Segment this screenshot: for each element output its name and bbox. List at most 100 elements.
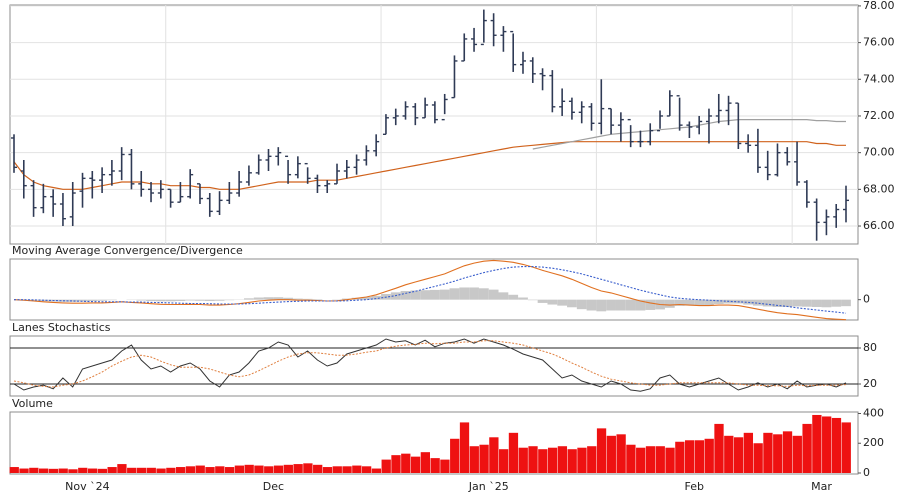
volume-bar — [254, 466, 263, 473]
volume-bar — [391, 455, 400, 473]
stochastic-panel — [10, 336, 858, 396]
histogram-bar — [694, 300, 704, 306]
histogram-bar — [430, 290, 440, 300]
volume-bar — [88, 469, 97, 473]
y-tick-label: 74.00 — [863, 72, 895, 85]
volume-bar — [724, 436, 733, 473]
histogram-bar — [763, 300, 773, 307]
histogram-bar — [665, 300, 675, 308]
histogram-bar — [420, 290, 430, 299]
x-tick-label: Nov `24 — [65, 480, 109, 493]
volume-bar — [166, 468, 175, 473]
volume-bar — [577, 448, 586, 473]
volume-bar — [78, 468, 87, 473]
volume-bar — [705, 439, 714, 473]
volume-bar — [186, 466, 195, 473]
x-tick-label: Dec — [263, 480, 284, 493]
volume-bar — [470, 446, 479, 473]
volume-bar — [793, 436, 802, 473]
histogram-bar — [459, 287, 469, 299]
histogram-bar — [254, 297, 264, 299]
volume-bar — [832, 418, 841, 473]
histogram-bar — [714, 300, 724, 304]
histogram-bar — [704, 300, 714, 305]
histogram-bar — [606, 300, 616, 311]
volume-bar — [636, 448, 645, 473]
panel-title: Volume — [12, 397, 53, 410]
volume-bar — [313, 465, 322, 473]
panel-title: Moving Average Convergence/Divergence — [12, 244, 243, 257]
volume-bar — [822, 416, 831, 473]
volume-bar — [607, 436, 616, 473]
x-tick-label: Mar — [811, 480, 832, 493]
volume-bar — [352, 466, 361, 473]
volume-bar — [646, 446, 655, 473]
histogram-bar — [68, 300, 78, 302]
volume-bar — [196, 466, 205, 473]
volume-bar — [401, 454, 410, 473]
volume-bar — [382, 460, 391, 473]
histogram-bar — [518, 297, 528, 299]
volume-bar — [597, 428, 606, 473]
y-tick-label: 0 — [863, 293, 870, 306]
volume-bar — [714, 424, 723, 473]
volume-bar — [117, 464, 126, 473]
volume-bar — [293, 464, 302, 473]
volume-bar — [59, 469, 68, 473]
y-tick-label: 70.00 — [863, 146, 895, 159]
y-tick-label: 80 — [863, 341, 877, 354]
histogram-bar — [195, 300, 205, 301]
volume-bar — [587, 446, 596, 473]
volume-bar — [744, 433, 753, 473]
volume-bar — [411, 457, 420, 473]
histogram-bar — [440, 290, 450, 300]
volume-bar — [440, 460, 449, 473]
volume-bar — [773, 434, 782, 473]
histogram-bar — [146, 300, 156, 301]
y-tick-label: 72.00 — [863, 109, 895, 122]
histogram-bar — [587, 300, 597, 311]
histogram-bar — [479, 288, 489, 299]
volume-bar — [695, 440, 704, 473]
y-tick-label: 200 — [863, 436, 884, 449]
histogram-bar — [626, 300, 636, 311]
y-tick-label: 400 — [863, 406, 884, 419]
histogram-bar — [499, 292, 509, 299]
volume-bar — [812, 415, 821, 473]
volume-bar — [754, 443, 763, 473]
volume-bar — [558, 446, 567, 473]
volume-bar — [734, 437, 743, 473]
histogram-bar — [596, 300, 606, 312]
volume-bar — [431, 458, 440, 473]
volume-bar — [39, 469, 48, 473]
histogram-bar — [841, 300, 851, 307]
histogram-bar — [577, 300, 587, 309]
histogram-bar — [215, 300, 225, 301]
volume-bar — [802, 424, 811, 473]
histogram-bar — [508, 295, 518, 300]
y-tick-label: 20 — [863, 377, 877, 390]
volume-bar — [245, 465, 254, 473]
volume-bar — [362, 466, 371, 473]
histogram-bar — [87, 300, 97, 301]
histogram-bar — [176, 300, 186, 301]
volume-bar — [274, 466, 283, 473]
volume-bar — [616, 434, 625, 473]
volume-bar — [528, 446, 537, 473]
histogram-bar — [557, 300, 567, 306]
histogram-bar — [450, 288, 460, 299]
histogram-bar — [97, 300, 107, 301]
histogram-bar — [469, 287, 479, 299]
volume-bar — [656, 446, 665, 473]
histogram-bar — [792, 300, 802, 307]
volume-bar — [499, 449, 508, 473]
volume-bar — [783, 431, 792, 473]
volume-bar — [49, 469, 58, 473]
volume-bar — [10, 467, 19, 473]
volume-bar — [460, 422, 469, 473]
histogram-bar — [489, 290, 499, 300]
volume-bar — [225, 467, 234, 473]
macd-panel — [10, 259, 858, 320]
histogram-bar — [538, 300, 548, 303]
histogram-bar — [831, 300, 841, 307]
